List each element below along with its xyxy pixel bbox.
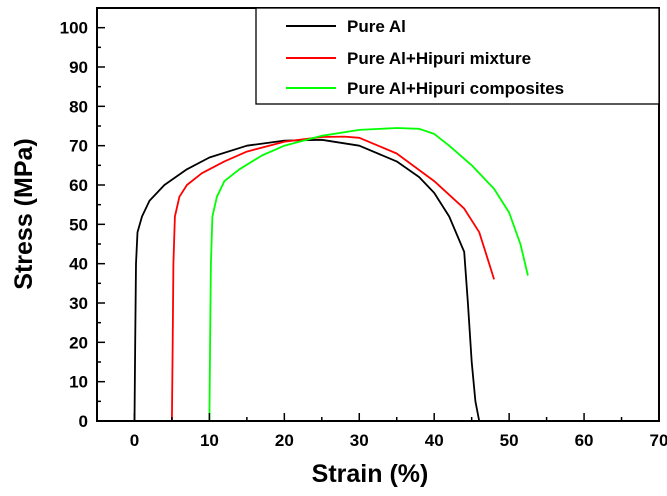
y-tick-label: 70 (69, 137, 88, 156)
y-axis-title: Stress (MPa) (10, 138, 38, 289)
y-tick-label: 60 (69, 176, 88, 195)
x-axis: 0 10 20 30 40 50 60 70 (96, 413, 667, 450)
x-tick-label: 50 (500, 431, 519, 450)
x-tick-label: 60 (575, 431, 594, 450)
x-tick-label: 20 (275, 431, 294, 450)
legend: Pure Al Pure Al+Hipuri mixture Pure Al+Hip… (255, 7, 660, 105)
series-line-2 (171, 135, 495, 422)
y-tick-label: 90 (69, 58, 88, 77)
plot-area (133, 127, 529, 422)
y-axis: 0 10 20 30 40 50 60 70 80 90 100 (60, 7, 105, 431)
legend-label-1: Pure Al (347, 17, 406, 36)
series-line-1 (133, 138, 481, 422)
y-tick-label: 100 (60, 19, 88, 38)
x-tick-label: 40 (425, 431, 444, 450)
y-tick-label: 0 (79, 412, 88, 431)
legend-label-3: Pure Al+Hipuri composites (347, 79, 564, 98)
y-tick-label: 30 (69, 294, 88, 313)
series-line-3 (208, 127, 529, 422)
y-tick-label: 50 (69, 215, 88, 234)
y-tick-label: 80 (69, 97, 88, 116)
legend-label-2: Pure Al+Hipuri mixture (347, 49, 531, 68)
x-axis-title: Strain (%) (312, 460, 429, 488)
y-tick-label: 20 (69, 333, 88, 352)
y-tick-label: 40 (69, 255, 88, 274)
x-tick-label: 70 (650, 431, 667, 450)
x-tick-label: 0 (130, 431, 139, 450)
y-tick-label: 10 (69, 373, 88, 392)
x-tick-label: 10 (200, 431, 219, 450)
x-tick-label: 30 (350, 431, 369, 450)
